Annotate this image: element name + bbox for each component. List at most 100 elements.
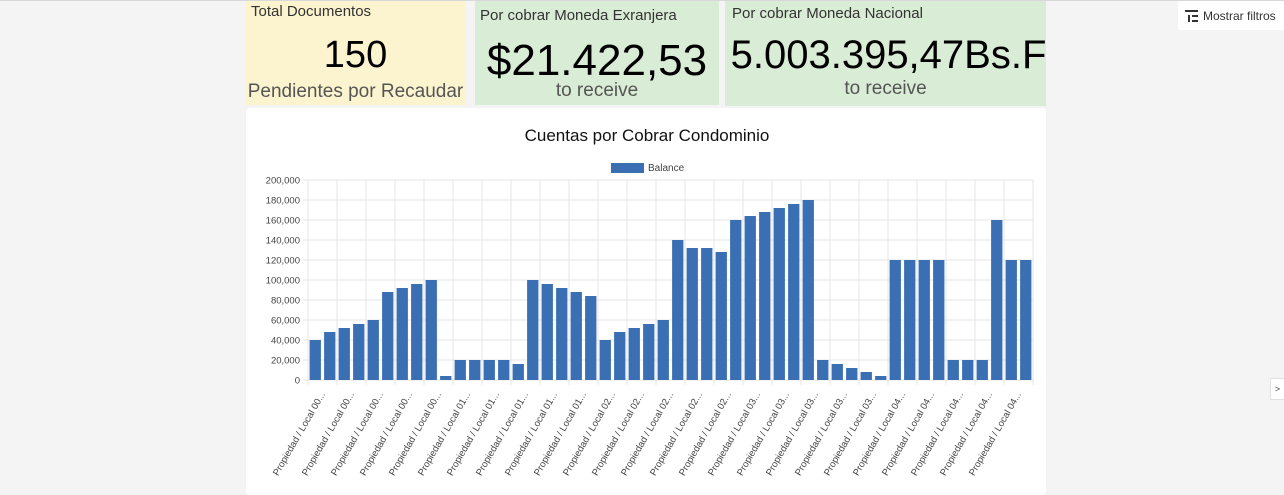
balance-bar[interactable] xyxy=(918,260,930,380)
x-tick-label: Propiedad / Local 00... xyxy=(387,390,444,478)
balance-bar[interactable] xyxy=(657,320,669,380)
legend-label: Balance xyxy=(648,163,685,174)
chart-panel: 0 20,000 40,000 60,000 80,000 100,000 120,000 1… xyxy=(246,108,1046,495)
balance-bar[interactable] xyxy=(570,292,582,380)
x-tick-label: Propiedad / Local 04... xyxy=(967,390,1024,478)
chart-legend[interactable]: Balance xyxy=(611,163,685,174)
balance-bar[interactable] xyxy=(527,280,539,380)
balance-bar[interactable] xyxy=(788,204,800,380)
national-currency-subtitle: to receive xyxy=(844,78,927,99)
y-tick-label: 160,000 xyxy=(266,216,300,227)
foreign-currency-card: Por cobrar Moneda Exranjera $21.422,53 t… xyxy=(475,1,719,105)
balance-bar[interactable] xyxy=(686,248,698,380)
balance-bar[interactable] xyxy=(802,200,814,380)
balance-bar[interactable] xyxy=(483,360,495,380)
national-currency-card: Por cobrar Moneda Nacional 5.003.395,47B… xyxy=(725,1,1046,106)
balance-bar[interactable] xyxy=(730,220,742,380)
x-tick-label: Propiedad / Local 04... xyxy=(851,390,908,478)
balance-bar[interactable] xyxy=(831,364,843,380)
balance-chart: 0 20,000 40,000 60,000 80,000 100,000 120,000 1… xyxy=(266,126,1034,478)
x-tick-label: Propiedad / Local 01... xyxy=(445,390,502,478)
balance-bar[interactable] xyxy=(309,340,321,380)
balance-bar[interactable] xyxy=(382,292,394,380)
balance-bar[interactable] xyxy=(817,360,829,380)
balance-bar[interactable] xyxy=(454,360,466,380)
x-tick-label: Propiedad / Local 00... xyxy=(329,390,386,478)
side-tab-label: > xyxy=(1274,384,1281,394)
foreign-currency-title: Por cobrar Moneda Exranjera xyxy=(480,7,677,24)
total-documents-subtitle: Pendientes por Recaudar xyxy=(247,81,464,102)
x-tick-label: Propiedad / Local 02... xyxy=(590,390,647,478)
y-tick-label: 100,000 xyxy=(266,276,300,287)
total-documents-title: Total Documentos xyxy=(251,3,372,20)
balance-bar[interactable] xyxy=(367,320,379,380)
balance-bar[interactable] xyxy=(701,248,713,380)
balance-bar[interactable] xyxy=(614,332,626,380)
balance-bar[interactable] xyxy=(860,372,872,380)
top-border xyxy=(0,0,1284,1)
balance-bar[interactable] xyxy=(773,208,785,380)
y-tick-label: 20,000 xyxy=(271,356,300,367)
balance-bar[interactable] xyxy=(875,376,887,380)
y-tick-label: 140,000 xyxy=(266,236,300,247)
total-documents-card: Total Documentos 150 Pendientes por Reca… xyxy=(246,1,465,105)
x-tick-label: Propiedad / Local 03... xyxy=(764,390,821,478)
balance-bar[interactable] xyxy=(976,360,988,380)
legend-swatch xyxy=(611,163,644,173)
balance-bar[interactable] xyxy=(962,360,974,380)
balance-bar[interactable] xyxy=(933,260,945,380)
y-tick-label: 40,000 xyxy=(271,336,300,347)
balance-bar[interactable] xyxy=(1020,260,1032,380)
balance-bar[interactable] xyxy=(715,252,727,380)
x-tick-label: Propiedad / Local 04... xyxy=(909,390,966,478)
y-tick-label: 180,000 xyxy=(266,196,300,207)
x-tick-label: Propiedad / Local 04... xyxy=(880,390,937,478)
balance-bar[interactable] xyxy=(991,220,1003,380)
balance-bar[interactable] xyxy=(1005,260,1017,380)
balance-bar[interactable] xyxy=(759,212,771,380)
balance-bar[interactable] xyxy=(338,328,350,380)
chart-title: Cuentas por Cobrar Condominio xyxy=(525,126,770,145)
y-tick-label: 60,000 xyxy=(271,316,300,327)
balance-bar[interactable] xyxy=(353,324,365,380)
balance-bar[interactable] xyxy=(672,240,684,380)
x-tick-label: Propiedad / Local 03... xyxy=(822,390,879,478)
balance-bar[interactable] xyxy=(947,360,959,380)
x-tick-label: Propiedad / Local 04... xyxy=(938,390,995,478)
balance-bar[interactable] xyxy=(440,376,452,380)
balance-bar[interactable] xyxy=(498,360,510,380)
x-tick-label: Propiedad / Local 00... xyxy=(271,390,328,478)
balance-bar[interactable] xyxy=(556,288,568,380)
balance-bar[interactable] xyxy=(585,296,597,380)
total-documents-value: 150 xyxy=(323,34,388,76)
x-tick-label: Propiedad / Local 00... xyxy=(300,390,357,478)
balance-bar[interactable] xyxy=(324,332,336,380)
x-tick-label: Propiedad / Local 02... xyxy=(677,390,734,478)
balance-bar[interactable] xyxy=(469,360,481,380)
x-tick-label: Propiedad / Local 03... xyxy=(735,390,792,478)
y-tick-label: 80,000 xyxy=(271,296,300,307)
balance-bar[interactable] xyxy=(396,288,408,380)
x-tick-label: Propiedad / Local 02... xyxy=(648,390,705,478)
balance-bar[interactable] xyxy=(599,340,611,380)
balance-bar[interactable] xyxy=(628,328,640,380)
side-tab[interactable]: > xyxy=(1270,378,1284,400)
balance-bar[interactable] xyxy=(643,324,655,380)
balance-bar[interactable] xyxy=(889,260,901,380)
x-tick-label: Propiedad / Local 03... xyxy=(793,390,850,478)
x-tick-label: Propiedad / Local 00... xyxy=(358,390,415,478)
balance-bar[interactable] xyxy=(744,216,756,380)
show-filters-button[interactable]: Mostrar filtros xyxy=(1178,1,1284,30)
x-tick-label: Propiedad / Local 03... xyxy=(706,390,763,478)
balance-bar[interactable] xyxy=(425,280,437,380)
national-currency-value: 5.003.395,47Bs.F xyxy=(730,33,1046,77)
x-tick-label: Propiedad / Local 02... xyxy=(619,390,676,478)
foreign-currency-value: $21.422,53 xyxy=(486,36,708,85)
balance-bar[interactable] xyxy=(541,284,553,380)
balance-bar[interactable] xyxy=(846,368,858,380)
y-tick-label: 200,000 xyxy=(266,176,300,187)
balance-bar[interactable] xyxy=(512,364,524,380)
show-filters-label: Mostrar filtros xyxy=(1203,8,1276,23)
balance-bar[interactable] xyxy=(411,284,423,380)
balance-bar[interactable] xyxy=(904,260,916,380)
